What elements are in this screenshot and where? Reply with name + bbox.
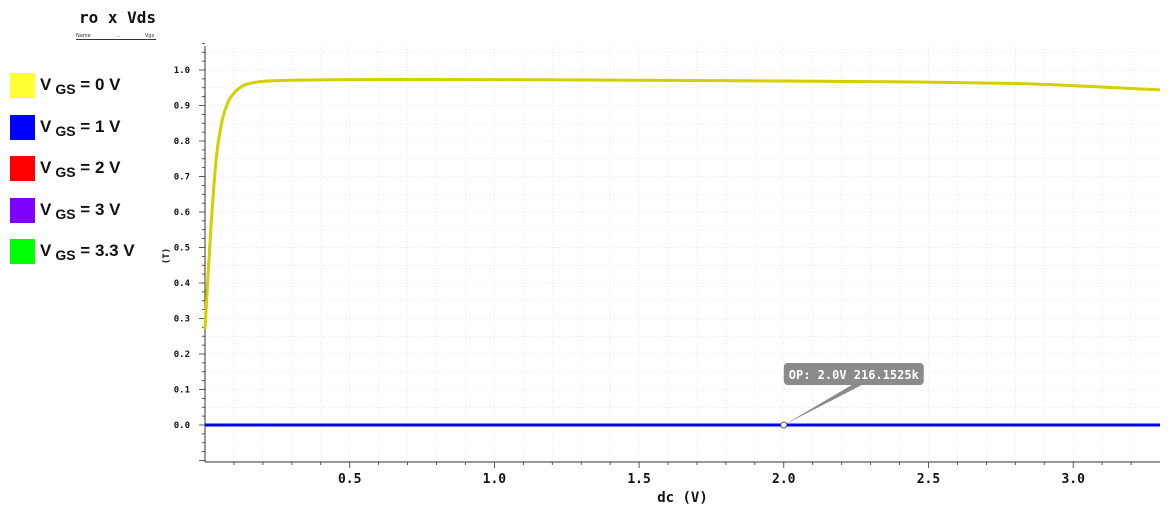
- x-tick-label: 1.5: [627, 472, 650, 487]
- legend-item[interactable]: V GS = 3 V: [10, 197, 170, 228]
- legend-swatch: [10, 73, 35, 98]
- legend-label-sub: GS: [55, 81, 76, 97]
- legend-label: V GS = 3 V: [40, 199, 121, 222]
- legend-swatch: [10, 156, 35, 181]
- legend-label-sub: GS: [55, 247, 76, 263]
- subheader-ellipsis: ...: [116, 33, 121, 39]
- annotation-box: [783, 363, 924, 385]
- y-tick-label: 0.3: [174, 315, 190, 325]
- x-tick-label: 2.5: [917, 472, 940, 487]
- legend-label-main: V: [40, 241, 52, 260]
- y-tick-label: 0.5: [174, 244, 190, 254]
- annotation-pointer: [783, 385, 862, 425]
- chart-title: ro x Vds: [79, 8, 157, 27]
- legend-label-main: V: [40, 75, 52, 94]
- legend-label-value: = 0 V: [75, 75, 121, 94]
- legend-label-sub: GS: [55, 205, 76, 222]
- y-tick-label: 0.7: [174, 173, 190, 183]
- x-tick-label: 2.0: [772, 472, 796, 487]
- chart-subheader: Name ... Vgs: [76, 33, 156, 40]
- legend-label-value: = 3.3 V: [75, 241, 135, 260]
- y-tick-label: 0.8: [174, 137, 190, 147]
- legend-item[interactable]: V GS = 2 V: [10, 156, 170, 186]
- subheader-name: Name: [76, 33, 91, 39]
- y-tick-label: 0.0: [174, 421, 190, 431]
- y-tick-label: 0.1: [174, 386, 190, 396]
- x-tick-label: 1.0: [483, 472, 507, 487]
- annotation-marker: [780, 421, 788, 429]
- x-tick-label: 0.5: [338, 472, 361, 487]
- grid: [205, 46, 1160, 462]
- y-tick-label: 0.9: [174, 102, 190, 112]
- legend-swatch: [10, 114, 35, 140]
- legend-label-main: V: [40, 158, 52, 177]
- legend-label: V GS = 2 V: [40, 158, 121, 180]
- legend-label-sub: GS: [55, 164, 76, 180]
- legend-label-value: = 2 V: [75, 158, 121, 177]
- legend-label-main: V: [40, 116, 52, 136]
- legend-label-sub: GS: [55, 122, 76, 139]
- legend-item[interactable]: V GS = 0 V: [10, 73, 170, 103]
- legend-item[interactable]: V GS = 1 V: [10, 114, 170, 145]
- x-axis-label: dc (V): [657, 490, 708, 506]
- legend-label-value: = 1 V: [75, 116, 121, 136]
- y-tick-label: 0.4: [174, 279, 191, 289]
- y-tick-label: 0.6: [174, 208, 190, 218]
- subheader-vgs: Vgs: [145, 33, 155, 39]
- legend-label: V GS = 1 V: [40, 116, 121, 139]
- y-tick-label: 0.2: [174, 350, 190, 360]
- x-tick-label: 3.0: [1061, 472, 1085, 487]
- y-tick-label: 1.0: [174, 66, 190, 76]
- legend-label: V GS = 0 V: [40, 75, 121, 97]
- legend-swatch: [10, 197, 35, 223]
- legend-label-main: V: [40, 199, 52, 219]
- legend-label-value: = 3 V: [75, 199, 121, 219]
- legend-label: V GS = 3.3 V: [40, 241, 135, 263]
- series-line-0: [203, 77, 1161, 330]
- legend-swatch: [10, 239, 35, 264]
- legend-item[interactable]: V GS = 3.3 V: [10, 239, 170, 269]
- annotation-label: OP: 2.0V 216.1525k: [789, 368, 920, 382]
- y-axis-label: (T): [162, 248, 172, 264]
